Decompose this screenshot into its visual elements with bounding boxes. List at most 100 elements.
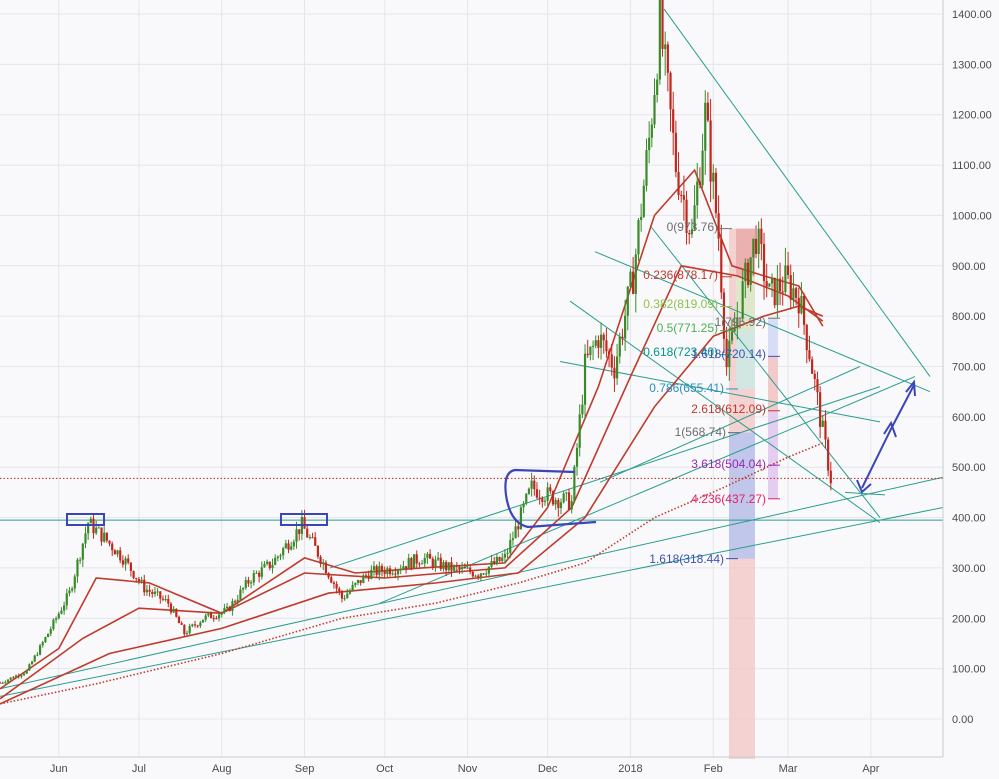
candle-down [306,528,309,538]
moving-average-line [0,305,824,705]
candle-down [215,618,218,620]
candle-up [244,580,247,588]
candle-up [412,554,416,569]
candle-down [738,317,742,319]
candle-down [666,44,669,73]
candle-up [252,573,255,583]
candle-up [284,543,287,549]
candle-down [404,566,408,569]
candle-up [343,598,346,600]
candle-down [538,497,541,499]
candle-up [511,538,515,541]
candle-up [172,608,175,613]
projection-arrow-line [861,384,915,489]
fib-level-label: 4.236(437.27) [691,492,766,506]
candle-up [396,570,400,575]
candle-up [204,615,207,620]
candle-down [108,540,111,544]
candle-up [391,573,394,575]
candle-down [212,618,215,620]
candle-up [71,588,74,591]
candle-down [621,336,624,339]
candle-up [153,591,157,594]
candle-down [316,545,319,557]
candle-down [773,277,776,306]
candle-down [415,554,418,564]
drawings-layer [66,379,916,529]
candle-up [322,562,325,564]
candle-up [95,527,98,534]
candle-up [437,557,440,560]
candle-down [533,480,536,490]
candle-down [482,573,485,575]
fib-level-label: 0.786(655.41) [649,381,724,395]
candle-down [314,537,317,546]
candle-up [49,629,52,634]
candle-down [429,553,432,559]
x-tick-label: Apr [862,763,879,775]
candle-down [247,580,250,584]
candle-up [770,277,774,284]
candle-up [487,566,490,574]
candle-down [746,262,750,286]
candle-down [380,565,384,572]
candle-up [509,540,512,553]
candle-up [589,346,592,356]
trendline [649,225,881,518]
candle-up [645,150,648,186]
candle-up [87,523,90,534]
y-tick-label: 900.00 [952,261,986,273]
candle-down [567,492,571,510]
candle-down [132,570,135,579]
candle-down [137,579,141,582]
candle-up [527,488,531,494]
candle-down [794,288,798,298]
candle-up [658,0,661,80]
y-tick-label: 700.00 [952,362,986,374]
candle-up [656,79,659,96]
fib-level-label: 1.618(720.14) [691,347,766,361]
candle-down [383,571,386,575]
candle-down [364,575,368,577]
candle-down [610,354,613,368]
candle-up [266,561,269,564]
candle-down [586,353,589,356]
candle-up [57,613,60,619]
candle-down [469,567,472,572]
candle-up [185,633,189,635]
x-tick-label: Jul [132,763,146,775]
candle-down [797,297,800,314]
candle-up [9,677,12,680]
fib-levels-layer: 0(973.76) 0.236(878.17) 0.382(819.09) 0.5(7… [643,220,780,566]
candle-down [458,566,461,569]
candle-up [73,576,76,589]
candle-down [127,558,130,563]
candle-up [370,569,373,579]
fib-level-label: 0(973.76) [667,220,718,234]
candle-up [295,529,298,542]
candle-down [418,563,421,565]
candle-up [784,265,787,293]
trendline [0,507,944,697]
candle-up [156,591,159,593]
candle-up [426,553,429,559]
candle-up [41,642,44,646]
candle-up [378,565,381,575]
trendline [329,386,881,569]
candle-down [183,624,186,635]
candle-down [754,238,758,254]
candle-down [808,350,811,360]
candle-down [0,682,2,684]
x-tick-label: 2018 [618,763,642,775]
candle-down [709,120,712,182]
trendline [594,251,931,393]
candle-down [388,568,392,575]
candle-down [688,233,691,235]
fib-level-label: 3.618(504.04) [691,457,766,471]
candle-down [824,420,827,440]
candle-down [233,601,237,603]
candle-up [274,557,277,565]
fib-zone-teal [736,330,755,389]
candle-up [506,552,509,554]
